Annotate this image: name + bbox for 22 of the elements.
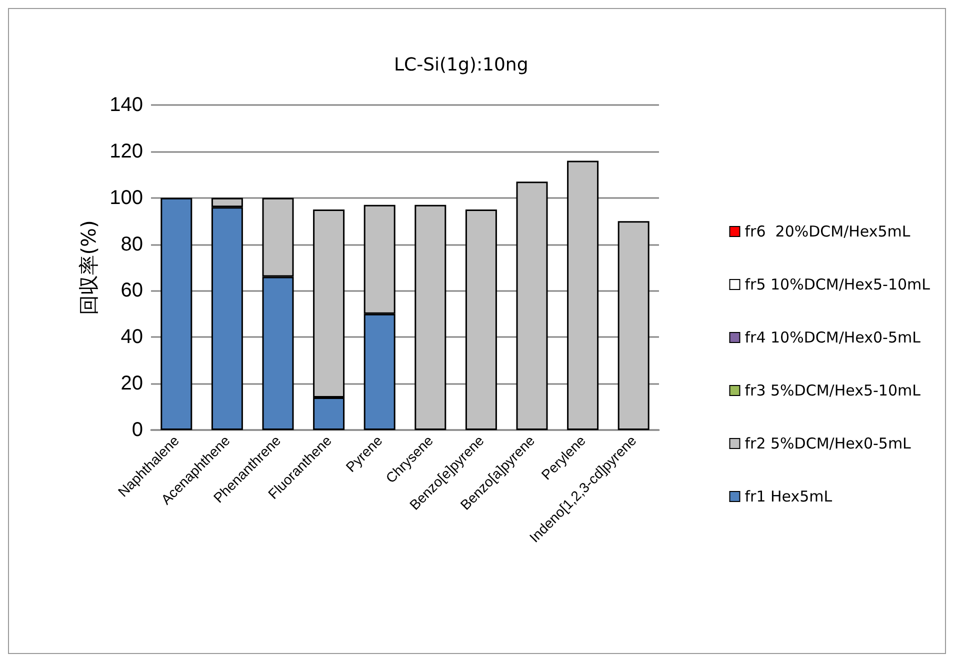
y-tick-label: 60: [120, 280, 143, 302]
y-tick-label: 140: [110, 94, 143, 116]
legend-label: fr3 5%DCM/Hex5-10mL: [744, 382, 922, 400]
y-tick-label: 120: [110, 140, 143, 162]
bar: [618, 221, 650, 430]
y-tick-label: 100: [110, 186, 143, 209]
bar: [414, 204, 446, 430]
chart-title: LC-Si(1g):10ng: [394, 54, 528, 76]
y-tick-label: 80: [120, 233, 143, 256]
y-tick-label: 40: [120, 326, 143, 348]
bar: [465, 209, 497, 430]
y-tick-label: 0: [132, 419, 143, 441]
legend-label: fr1 Hex5mL: [744, 488, 833, 506]
bar: [160, 198, 192, 430]
bar: [567, 160, 599, 430]
bar: [516, 182, 548, 430]
legend-label: fr6 20%DCM/Hex5mL: [744, 222, 911, 240]
y-axis-title: 回収率(%): [76, 220, 101, 315]
legend-label: fr5 10%DCM/Hex5-10mL: [744, 276, 931, 294]
y-tick-label: 20: [120, 372, 143, 395]
legend-label: fr4 10%DCM/Hex0-5mL: [744, 328, 922, 346]
legend-label: fr2 5%DCM/Hex0-5mL: [744, 434, 912, 452]
